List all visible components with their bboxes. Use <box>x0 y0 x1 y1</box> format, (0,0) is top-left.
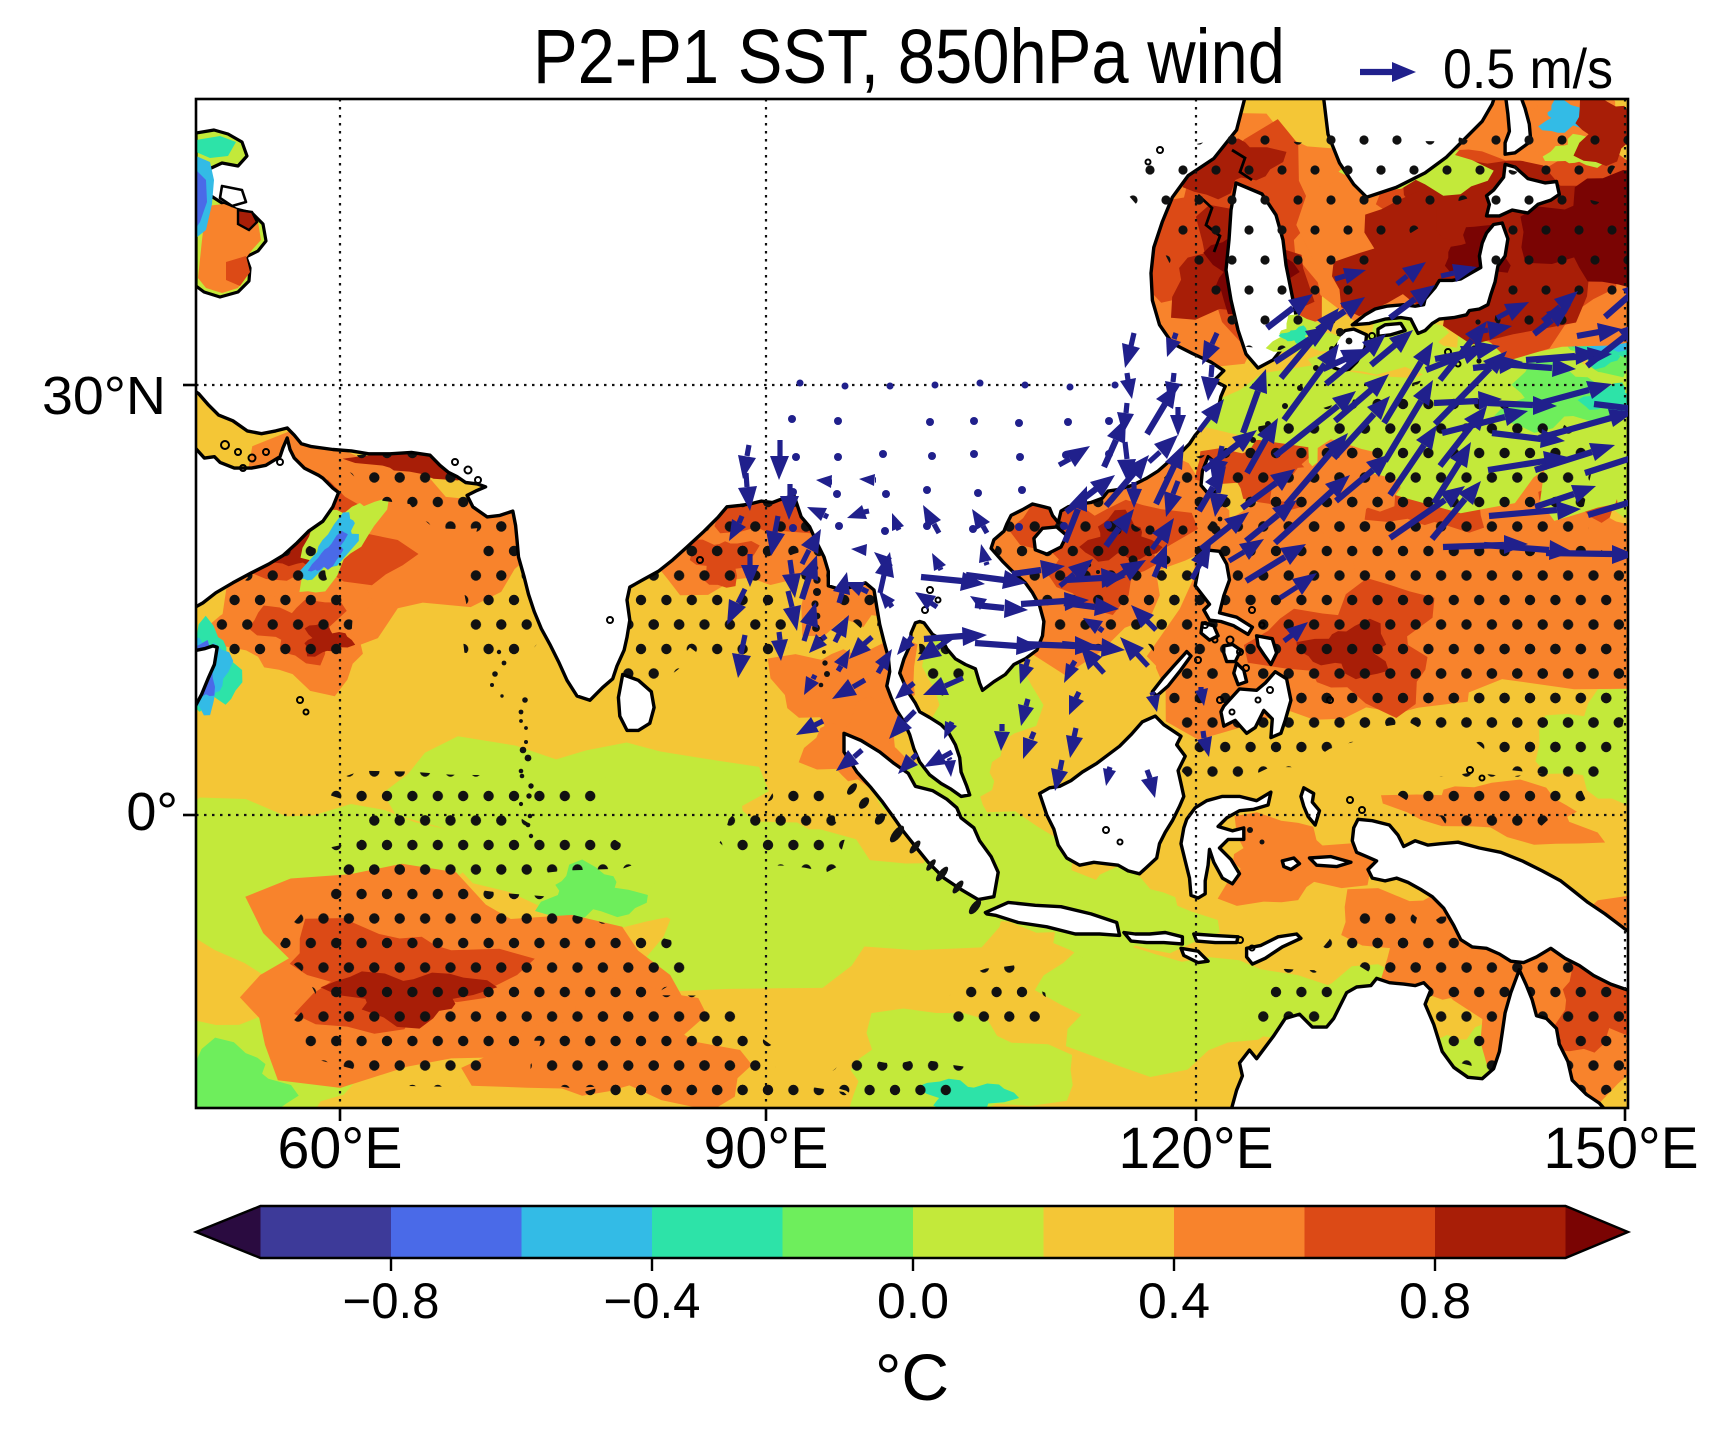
svg-text:30°N: 30°N <box>42 366 166 426</box>
svg-text:90°E: 90°E <box>704 1116 829 1181</box>
svg-text:°C: °C <box>875 1340 949 1414</box>
svg-text:−0.8: −0.8 <box>343 1273 440 1329</box>
svg-text:0.4: 0.4 <box>1138 1273 1210 1329</box>
svg-text:0.8: 0.8 <box>1399 1273 1471 1329</box>
svg-text:P2-P1 SST, 850hPa wind: P2-P1 SST, 850hPa wind <box>533 14 1285 100</box>
svg-text:150°E: 150°E <box>1544 1116 1699 1181</box>
svg-text:120°E: 120°E <box>1119 1116 1274 1181</box>
svg-text:60°E: 60°E <box>278 1116 403 1181</box>
svg-text:0°: 0° <box>126 782 178 842</box>
svg-text:−0.4: −0.4 <box>604 1273 701 1329</box>
svg-text:0.5 m/s: 0.5 m/s <box>1443 37 1613 100</box>
svg-text:0.0: 0.0 <box>877 1273 949 1329</box>
